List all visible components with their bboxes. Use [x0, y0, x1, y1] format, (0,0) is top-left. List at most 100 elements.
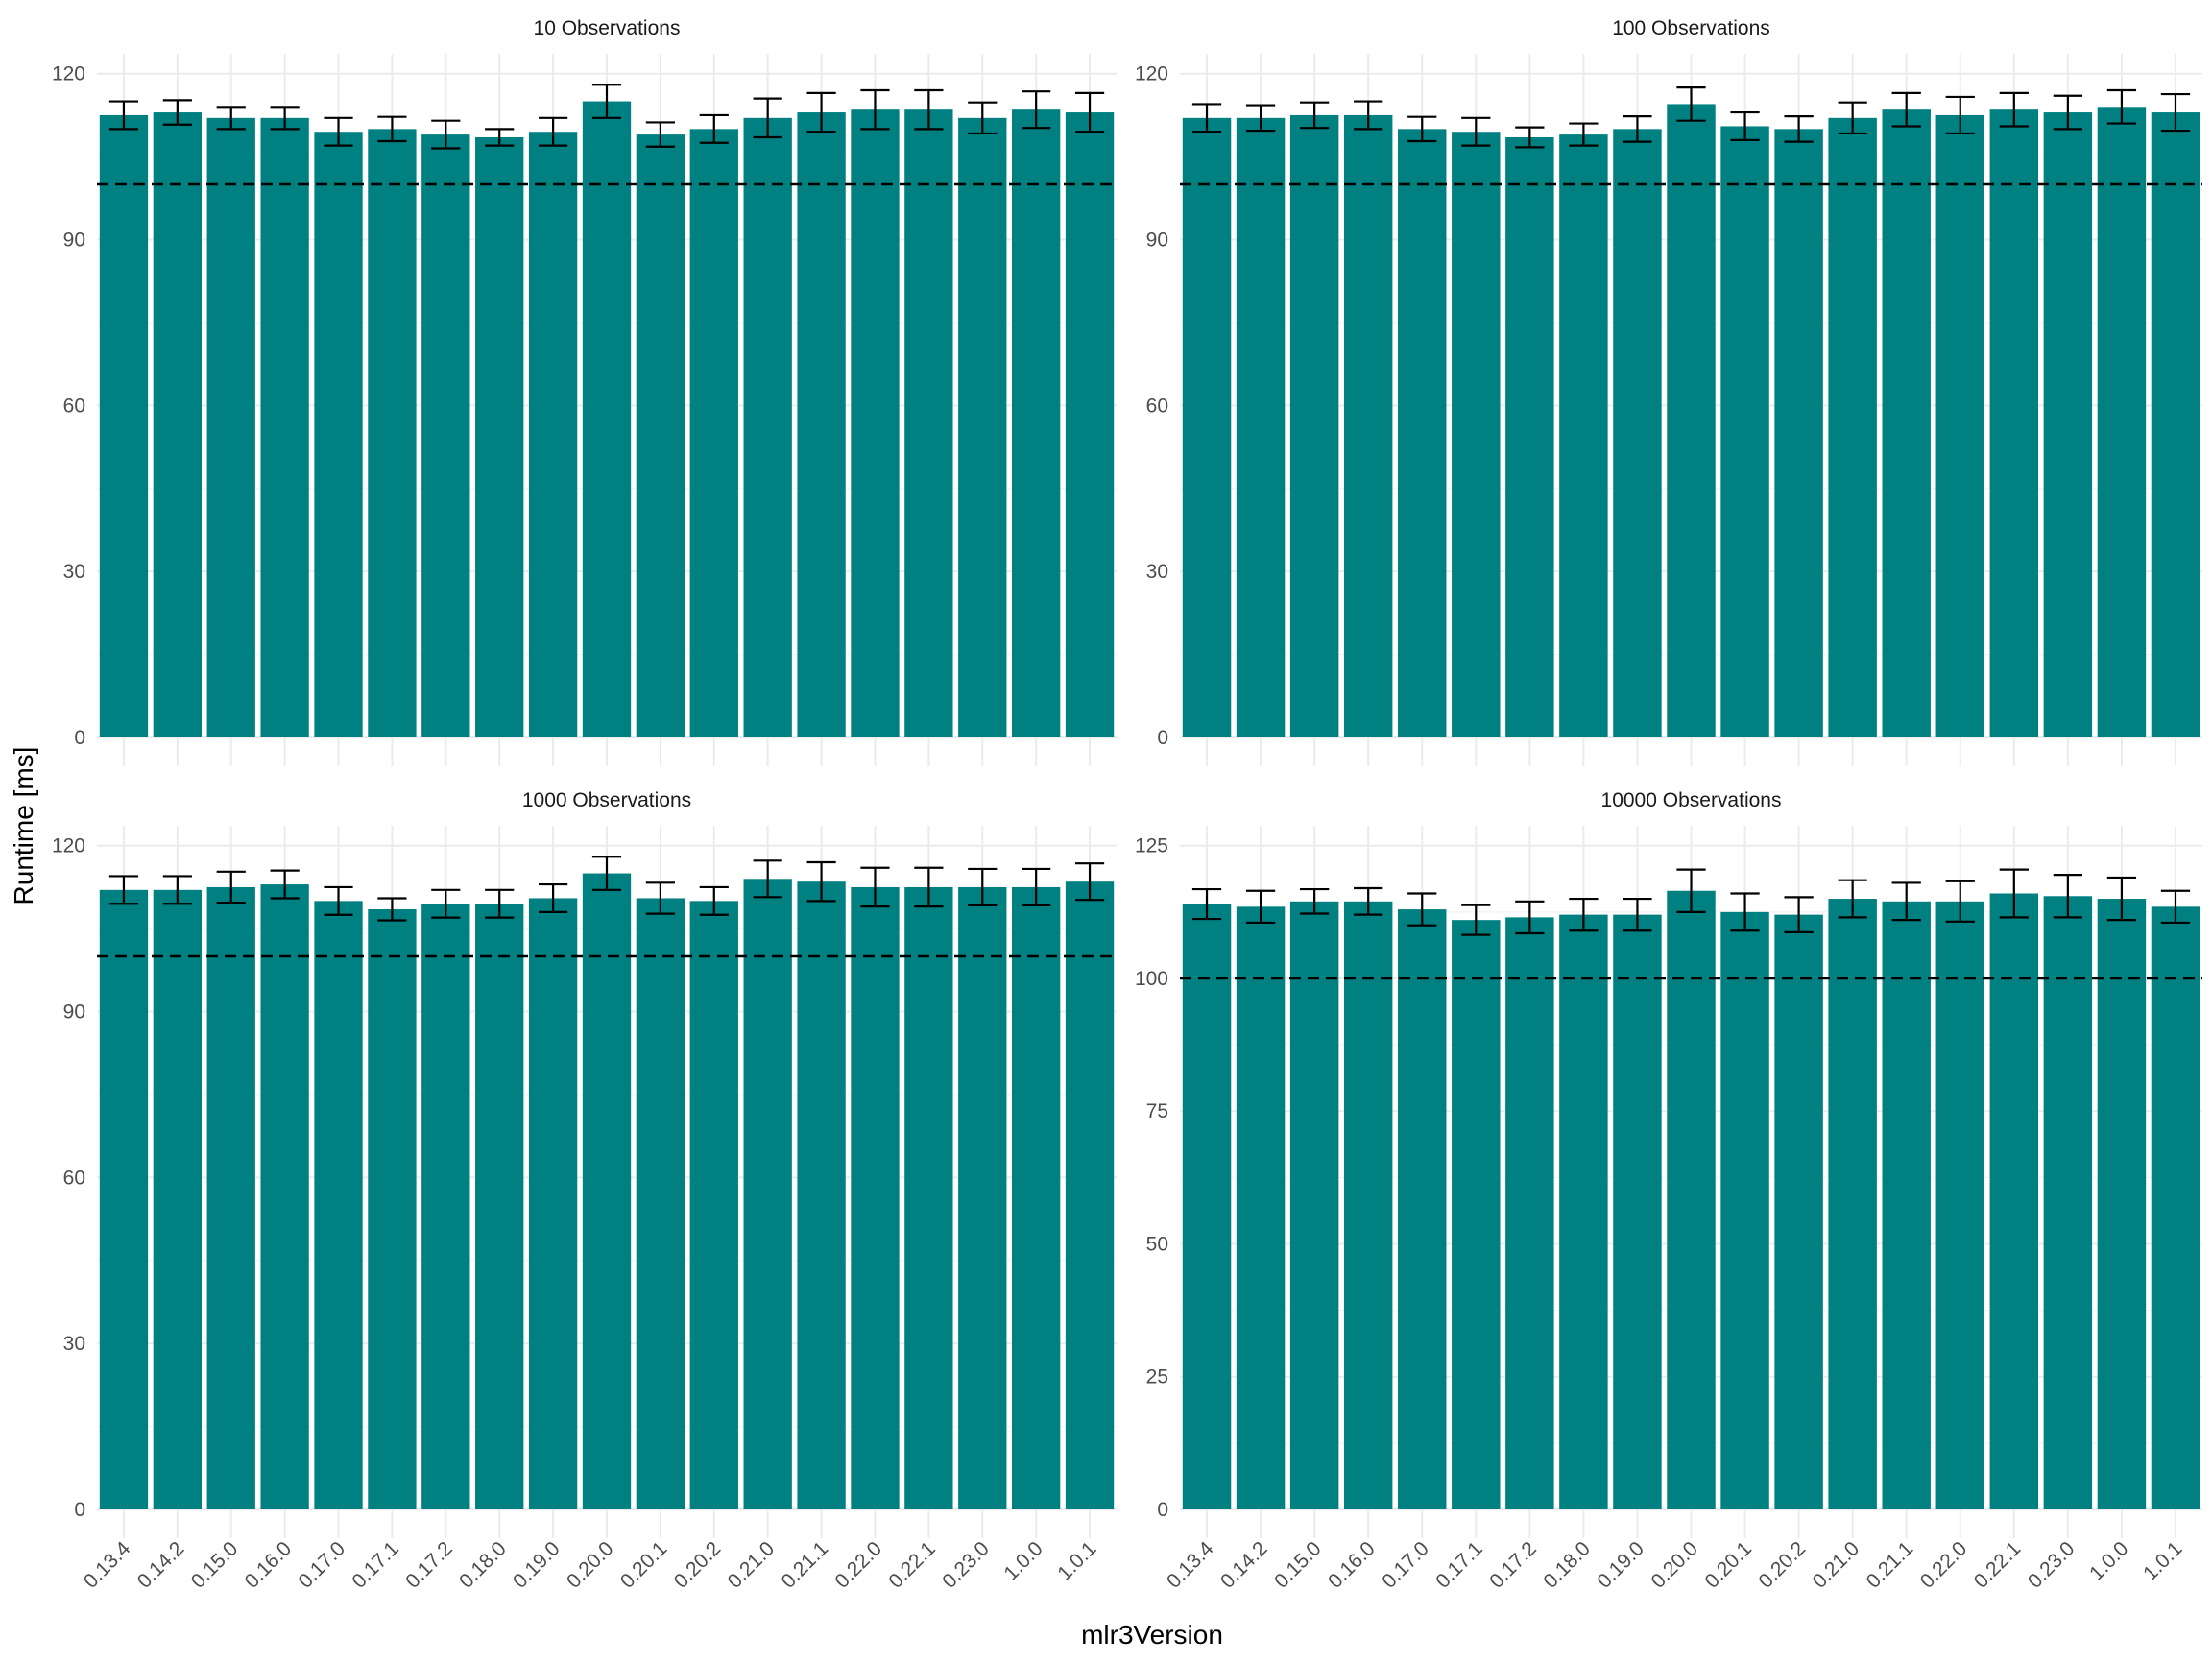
bar — [314, 901, 363, 1509]
bar — [1828, 117, 1877, 737]
error-bar — [1461, 904, 1491, 936]
bar — [1989, 893, 2039, 1509]
bar — [797, 112, 846, 738]
bar — [2097, 899, 2147, 1509]
error-bar — [1676, 868, 1706, 913]
error-bar — [539, 882, 568, 913]
bar — [421, 134, 470, 737]
error-bar — [1354, 100, 1383, 131]
bar — [1398, 129, 1447, 738]
error-bar — [108, 100, 139, 131]
bar — [582, 873, 632, 1509]
panel-2: 100 Observations 0 30 60 90 120 — [1135, 17, 2202, 766]
y-tick-label: 120 — [1135, 63, 1168, 85]
bar — [1774, 129, 1823, 738]
error-bar — [270, 869, 300, 900]
error-bar — [591, 856, 622, 891]
error-bar — [2053, 874, 2083, 919]
error-bar — [1191, 103, 1222, 133]
x-axis-title: mlr3Version — [1081, 1620, 1223, 1650]
error-bar — [2160, 92, 2191, 133]
error-bar — [1569, 122, 1599, 147]
panel-3: 1000 Observations03060901200.13.40.14.20… — [52, 789, 1117, 1593]
bar — [1936, 114, 1984, 737]
panel-1: 10 Observations 0 30 60 90 120 — [52, 17, 1117, 766]
error-bar — [216, 106, 246, 131]
error-bar — [1569, 897, 1599, 932]
error-bar — [377, 897, 407, 922]
bar — [958, 117, 1007, 737]
bar — [1452, 132, 1501, 738]
error-bar — [699, 113, 729, 144]
bar — [206, 117, 255, 737]
bar — [1882, 901, 1931, 1509]
error-bar — [1245, 889, 1276, 925]
bar — [1343, 901, 1393, 1509]
error-bar — [753, 859, 782, 899]
error-bar — [2160, 889, 2191, 925]
bar — [368, 129, 417, 738]
bar — [636, 134, 685, 737]
bar — [99, 889, 149, 1509]
bar — [1720, 126, 1769, 738]
error-bar — [485, 888, 515, 919]
error-bar — [1999, 91, 2029, 128]
bar — [851, 109, 900, 738]
error-bar — [1623, 114, 1652, 143]
bar — [153, 112, 202, 738]
bar — [1182, 117, 1232, 737]
error-bar — [1838, 101, 1867, 135]
bar — [1613, 129, 1662, 738]
error-bar — [1891, 91, 1921, 128]
y-tick-label: 60 — [63, 395, 85, 417]
error-bar — [1022, 867, 1051, 907]
error-bar — [108, 875, 139, 905]
bar — [206, 886, 255, 1509]
error-bar — [1461, 116, 1491, 147]
bar — [1065, 112, 1115, 738]
error-bar — [1407, 892, 1437, 927]
error-bar — [1891, 881, 1921, 922]
panel-title: 10000 Observations — [1601, 789, 1782, 811]
error-bar — [324, 116, 353, 147]
bar — [904, 109, 953, 738]
y-tick-label: 0 — [74, 1499, 85, 1521]
bar — [1720, 911, 1769, 1509]
bar — [797, 881, 846, 1509]
bar — [851, 886, 900, 1509]
bar — [743, 879, 792, 1509]
bar — [1452, 920, 1501, 1509]
error-bar — [1784, 896, 1814, 933]
error-bar — [2106, 876, 2137, 922]
bar — [1505, 136, 1554, 737]
error-bar — [324, 885, 353, 916]
error-bar — [1945, 95, 1975, 135]
bar — [1559, 914, 1608, 1509]
y-tick-label: 90 — [63, 1001, 85, 1024]
bar — [1012, 886, 1061, 1509]
bar — [2043, 112, 2093, 738]
bar — [2151, 906, 2200, 1509]
error-bar — [539, 116, 568, 147]
bar — [1828, 899, 1877, 1509]
error-bar — [699, 885, 729, 916]
y-tick-label: 120 — [52, 63, 85, 85]
y-tick-label: 90 — [63, 229, 85, 252]
y-tick-label: 0 — [1157, 1499, 1168, 1521]
error-bar — [1730, 892, 1760, 932]
error-bar — [1245, 104, 1276, 133]
bar — [1236, 117, 1286, 737]
error-bar — [1623, 897, 1652, 932]
error-bar — [431, 888, 461, 919]
bar — [1936, 901, 1984, 1509]
error-bar — [914, 866, 944, 908]
bar — [904, 886, 953, 1509]
bar — [1989, 109, 2039, 738]
error-bar — [1299, 101, 1330, 130]
error-bar — [162, 875, 192, 905]
error-bar — [645, 881, 675, 915]
bar — [475, 904, 524, 1509]
bar — [528, 898, 578, 1509]
error-bar — [753, 97, 782, 139]
